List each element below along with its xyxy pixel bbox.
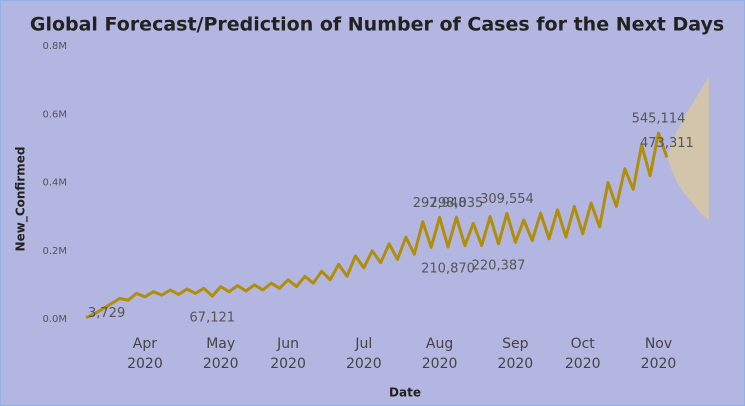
- y-tick-label: 0.6M: [42, 109, 67, 120]
- data-label: 298,035: [430, 196, 484, 211]
- data-label: 67,121: [190, 311, 236, 326]
- data-label: 220,387: [472, 258, 526, 273]
- data-label: 473,311: [640, 136, 694, 151]
- x-axis-title: Date: [389, 386, 421, 400]
- x-tick-label: Aug 2020: [421, 336, 458, 372]
- series-line: [85, 131, 669, 320]
- chart-title: Global Forecast/Prediction of Number of …: [30, 14, 724, 36]
- data-label: 297,948: [413, 196, 467, 211]
- data-label: 545,114: [632, 111, 686, 126]
- x-tick-label: Jun 2020: [270, 336, 306, 372]
- x-tick-label: Apr 2020: [127, 336, 163, 372]
- y-tick-label: 0.0M: [42, 314, 67, 325]
- y-tick-label: 0.2M: [42, 246, 67, 257]
- x-tick-label: Jul 2020: [345, 336, 382, 372]
- y-axis-title: New_Confirmed: [14, 147, 29, 252]
- forecast-band: [666, 76, 709, 221]
- data-label: 210,870: [421, 262, 475, 277]
- y-tick-label: 0.8M: [42, 41, 67, 52]
- x-tick-label: May 2020: [202, 336, 239, 372]
- y-tick-label: 0.4M: [42, 178, 67, 189]
- data-label: 309,554: [480, 192, 534, 207]
- x-tick-label: Oct 2020: [564, 336, 601, 372]
- data-label: 3,729: [88, 306, 125, 321]
- x-tick-label: Nov 2020: [640, 336, 677, 372]
- x-tick-label: Sep 2020: [497, 336, 534, 372]
